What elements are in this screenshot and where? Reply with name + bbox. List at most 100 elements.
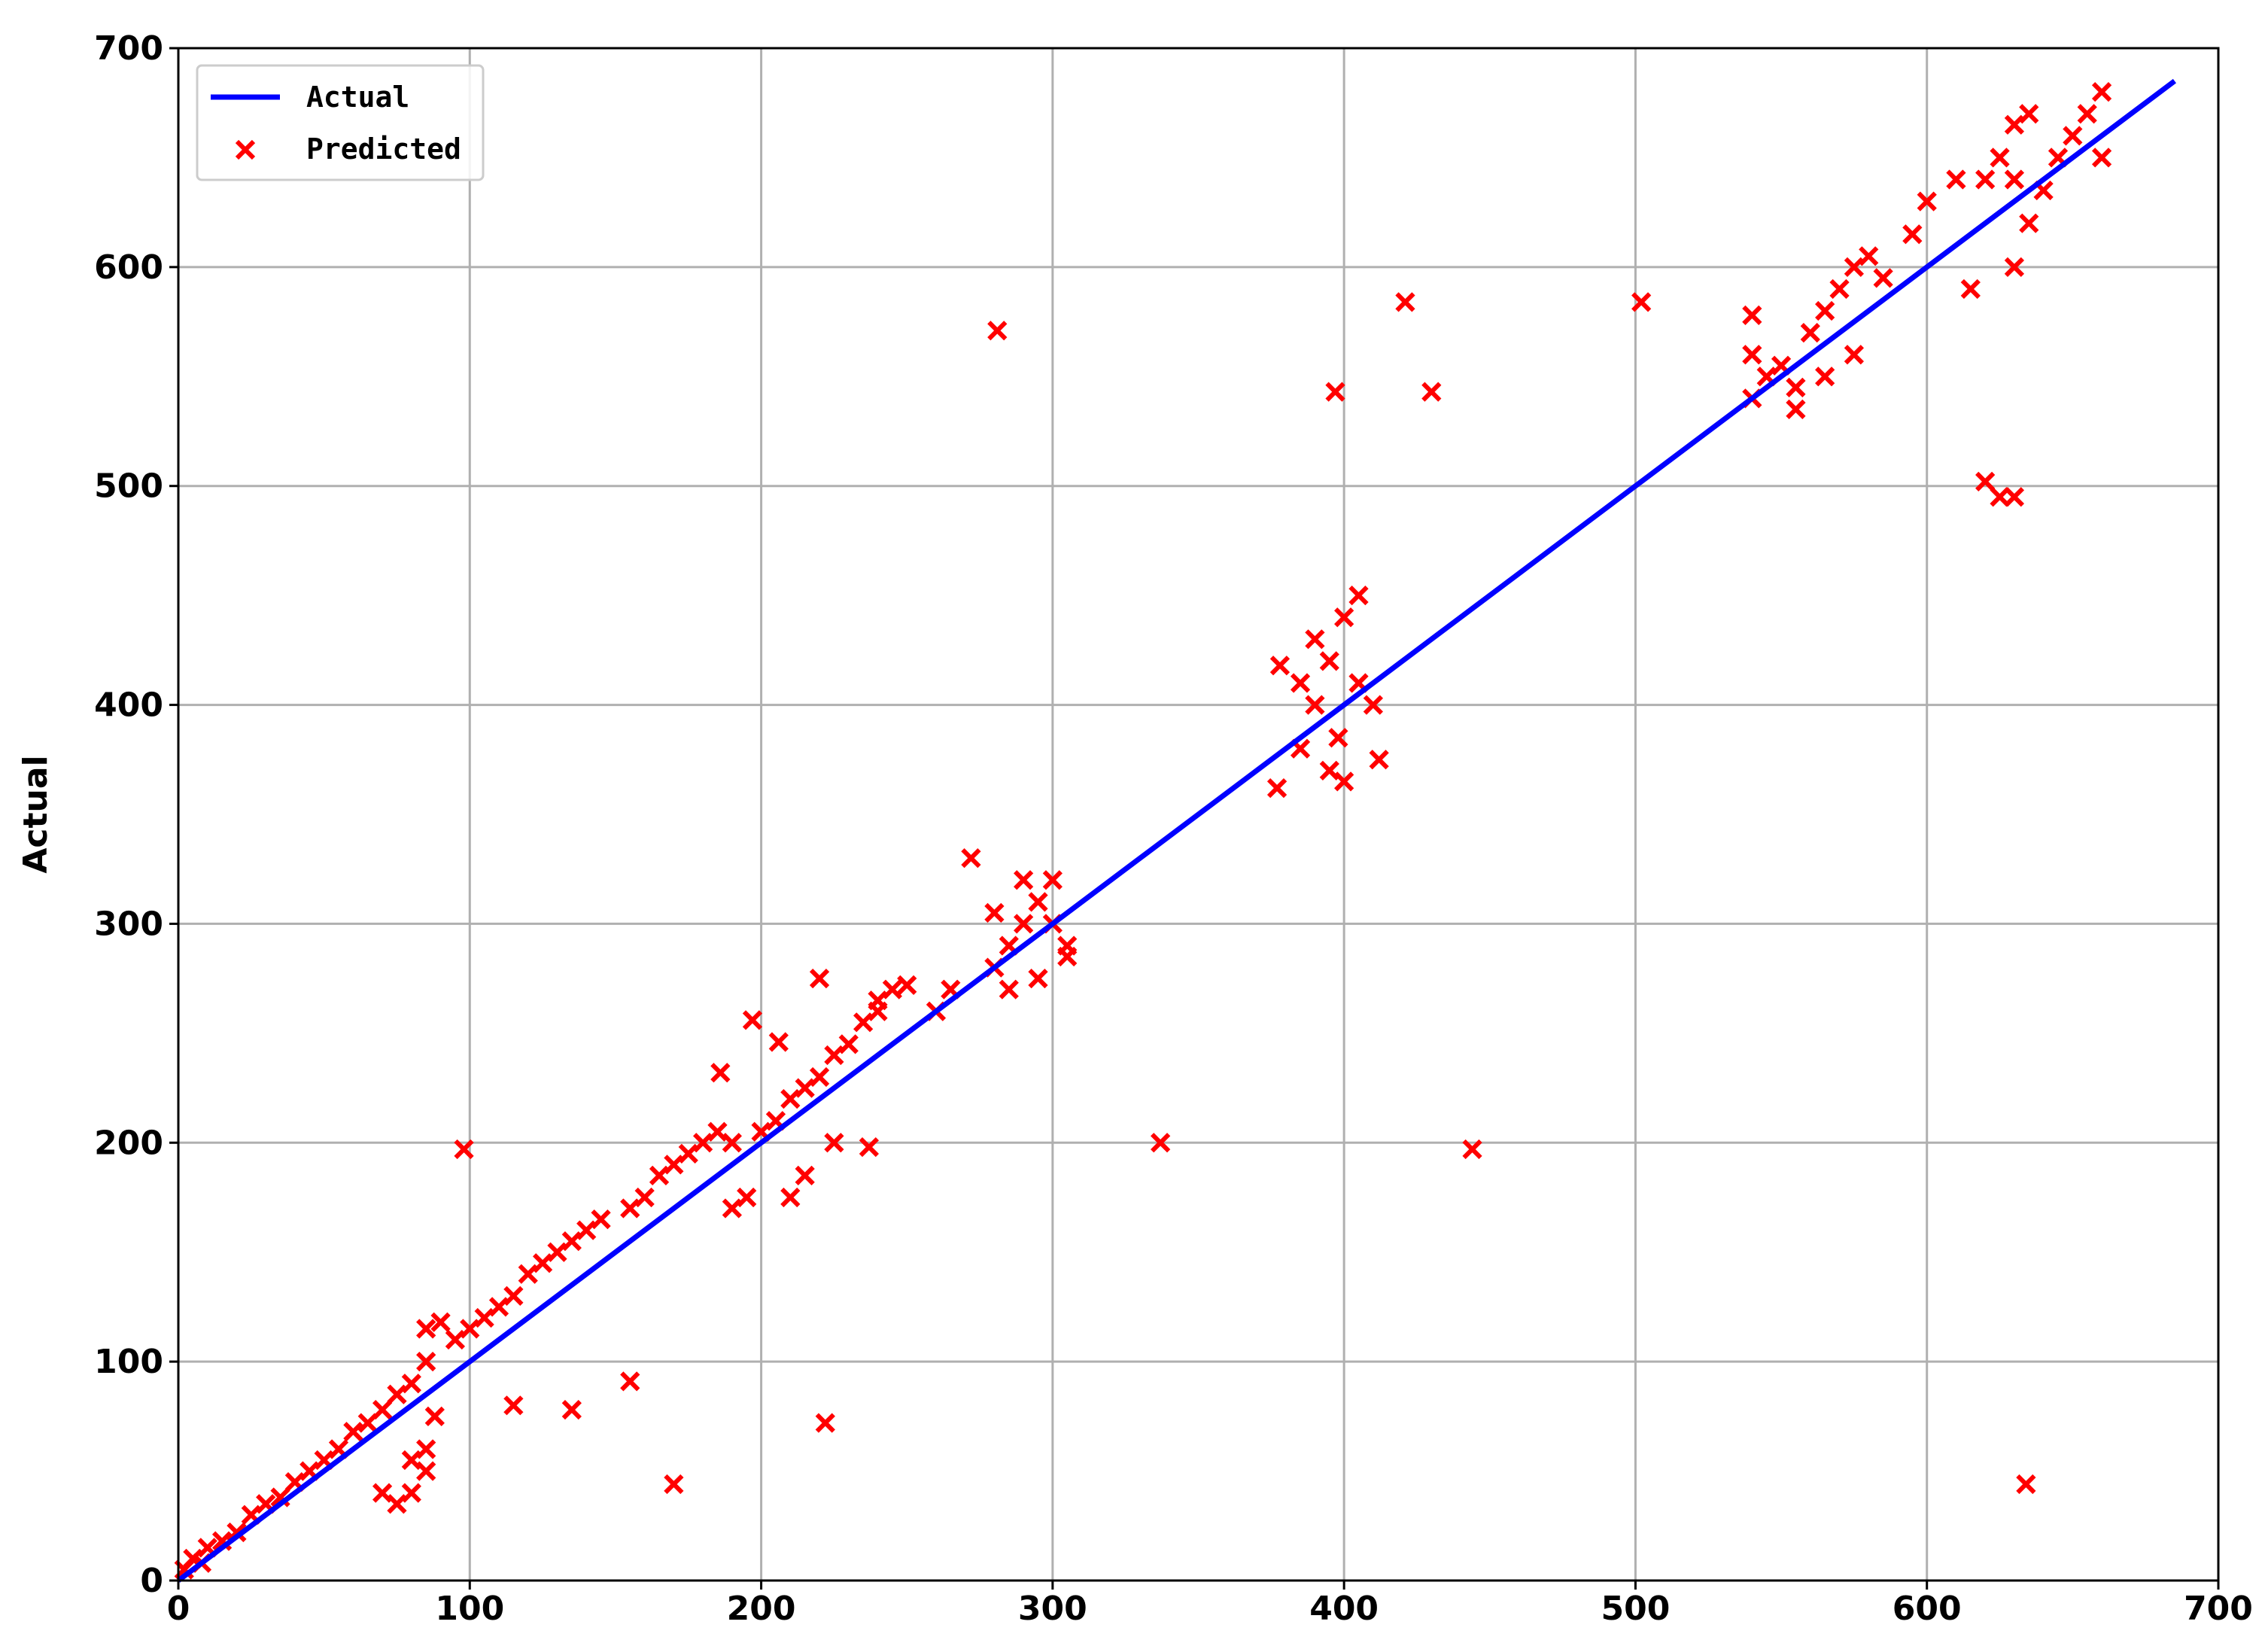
x-tick-label: 500 (1601, 1590, 1670, 1628)
marker-stroke (2063, 126, 2083, 146)
scatter-marker (1859, 246, 1879, 266)
marker-stroke (357, 1413, 378, 1433)
scatter-marker (2016, 1474, 2036, 1495)
marker-stroke (547, 1242, 567, 1262)
marker-stroke (1756, 367, 1777, 387)
scatter-marker (1990, 487, 2010, 507)
marker-stroke (372, 1400, 393, 1420)
plot-frame (177, 47, 2220, 1582)
marker-stroke (503, 1395, 524, 1416)
marker-stroke (1319, 760, 1339, 780)
marker-stroke (722, 1198, 742, 1219)
marker-stroke (183, 1548, 203, 1569)
marker-stroke (1325, 382, 1345, 402)
marker-stroke (1742, 305, 1762, 325)
scatter-marker (2091, 148, 2112, 168)
scatter-marker (1348, 586, 1369, 606)
scatter-marker (1421, 382, 1442, 402)
marker-stroke (1014, 914, 1034, 934)
scatter-marker (416, 1352, 436, 1372)
scatter-marker (1960, 278, 1981, 300)
marker-stroke (2077, 104, 2097, 124)
scatter-marker (1334, 771, 1354, 792)
marker-stroke (1319, 651, 1339, 671)
marker-stroke (678, 1143, 698, 1164)
y-tick-label: 0 (140, 1562, 163, 1600)
marker-stroke (941, 979, 961, 999)
marker-stroke (314, 1450, 334, 1471)
scatter-marker (2077, 104, 2097, 124)
marker-stroke (197, 1538, 217, 1558)
scatter-marker (561, 1400, 582, 1420)
marker-stroke (710, 1063, 731, 1083)
marker-stroke (424, 1406, 445, 1426)
x-tick-label: 600 (1893, 1590, 1962, 1628)
scatter-marker (401, 1483, 421, 1503)
marker-stroke (1462, 1139, 1482, 1160)
marker-stroke (1844, 257, 1865, 277)
marker-stroke (815, 1413, 835, 1433)
marker-stroke (1771, 355, 1792, 376)
scatter-marker (692, 1133, 713, 1153)
marker-stroke (284, 1471, 306, 1492)
scatter-marker (1028, 892, 1048, 912)
scatter-marker (474, 1307, 494, 1328)
scatter-marker (1057, 946, 1078, 967)
marker-stroke (765, 1111, 786, 1131)
scatter-marker (824, 1133, 844, 1153)
marker-stroke (343, 1422, 363, 1442)
x-tick-label: 0 (167, 1590, 190, 1628)
marker-stroke (1369, 750, 1389, 770)
marker-stroke (401, 1374, 421, 1394)
x-tick-label: 100 (435, 1590, 504, 1628)
scatter-marker (591, 1209, 611, 1230)
scatter-marker (460, 1319, 480, 1339)
scatter-marker (518, 1264, 538, 1284)
marker-stroke (1266, 777, 1288, 799)
marker-stroke (1305, 695, 1325, 715)
marker-stroke (1946, 169, 1966, 190)
scatter-marker (1266, 777, 1288, 799)
scatter-marker (1334, 607, 1354, 628)
marker-stroke (235, 139, 256, 160)
marker-stroke (591, 1209, 611, 1230)
marker-stroke (561, 1400, 582, 1420)
marker-stroke (1028, 892, 1048, 912)
marker-stroke (211, 1531, 233, 1551)
marker-stroke (576, 1220, 597, 1240)
marker-stroke (707, 1121, 728, 1142)
scatter-marker (1742, 345, 1762, 365)
scatter-marker (1990, 148, 2010, 168)
marker-stroke (768, 1032, 789, 1052)
marker-stroke (445, 1329, 466, 1350)
y-tick-label: 300 (94, 905, 163, 943)
marker-stroke (503, 1285, 524, 1307)
marker-stroke (1014, 870, 1034, 890)
marker-stroke (984, 902, 1005, 923)
marker-stroke (1151, 1133, 1171, 1153)
marker-stroke (416, 1352, 436, 1372)
scatter-marker (1800, 322, 1820, 343)
marker-stroke (961, 848, 981, 869)
marker-stroke (474, 1307, 494, 1328)
scatter-marker (372, 1400, 393, 1420)
marker-stroke (299, 1461, 320, 1481)
marker-stroke (401, 1483, 421, 1503)
scatter-marker (868, 990, 888, 1011)
scatter-marker (1014, 914, 1034, 934)
marker-stroke (853, 1012, 874, 1033)
scatter-marker (1902, 224, 1923, 245)
marker-stroke (824, 1045, 844, 1066)
scatter-marker (343, 1422, 363, 1442)
marker-stroke (241, 1505, 261, 1525)
marker-stroke (416, 1319, 436, 1339)
scatter-marker (387, 1494, 407, 1514)
scatter-marker (664, 1474, 684, 1495)
marker-stroke (2019, 104, 2039, 124)
marker-stroke (620, 1198, 640, 1219)
scatter-marker (780, 1088, 801, 1109)
scatter-marker (1328, 728, 1348, 748)
scatter-marker (1325, 382, 1345, 402)
scatter-marker (780, 1187, 801, 1208)
